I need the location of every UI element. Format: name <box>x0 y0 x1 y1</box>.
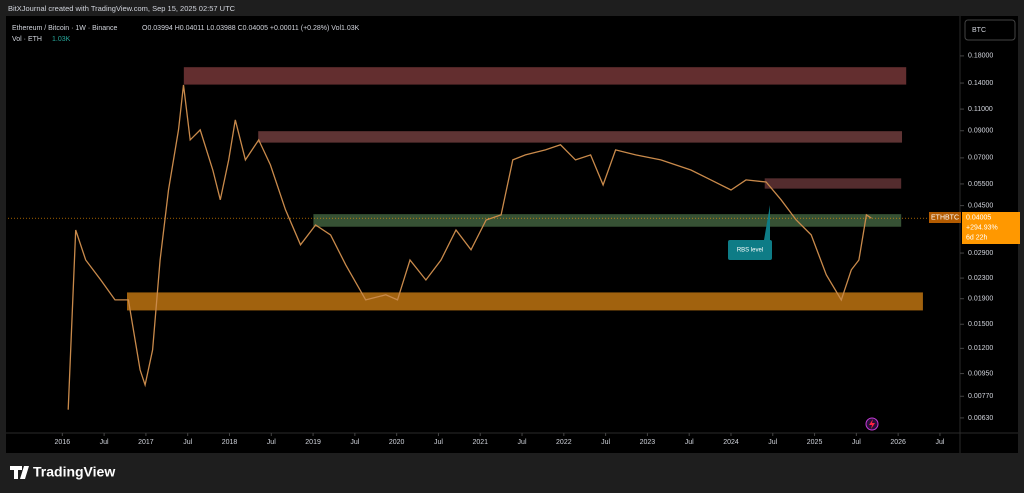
price-line <box>67 84 872 410</box>
y-tick-label: 0.01500 <box>968 321 993 328</box>
currency-button[interactable] <box>964 19 1016 41</box>
x-tick-label: Jul <box>183 439 192 446</box>
annotation-callout <box>728 205 772 260</box>
price-change: +294.93% <box>966 224 998 231</box>
zone <box>183 66 907 86</box>
x-tick-label: Jul <box>852 439 861 446</box>
price: 0.04005 <box>966 214 991 221</box>
y-tick-label: 0.01900 <box>968 296 993 303</box>
x-tick-label: 2018 <box>222 439 238 446</box>
y-tick-label: 0.09000 <box>968 128 993 135</box>
x-tick-label: Jul <box>518 439 527 446</box>
x-tick-label: Jul <box>100 439 109 446</box>
annotation: RBS level <box>737 248 763 254</box>
price-symbol: ETHBTC <box>931 214 959 221</box>
y-tick-label: 0.01200 <box>968 345 993 352</box>
x-tick-label: Jul <box>935 439 944 446</box>
x-tick-label: 2016 <box>55 439 71 446</box>
y-tick-label: 0.11000 <box>968 106 993 113</box>
x-tick-label: 2023 <box>640 439 656 446</box>
x-tick-label: Jul <box>350 439 359 446</box>
ohlc: O0.03994 H0.04011 L0.03988 C0.04005 +0.0… <box>142 25 360 32</box>
x-tick-label: 2021 <box>472 439 488 446</box>
credit: BitXJournal created with TradingView.com… <box>8 4 236 13</box>
countdown: 6d 22h <box>966 234 988 241</box>
y-tick-label: 0.00950 <box>968 370 993 377</box>
volume-label: Vol · ETH <box>12 36 42 43</box>
x-tick-label: Jul <box>601 439 610 446</box>
x-tick-label: 2020 <box>389 439 405 446</box>
x-tick-label: 2025 <box>807 439 823 446</box>
event-icon-bolt <box>869 419 875 429</box>
x-tick-label: 2024 <box>723 439 739 446</box>
y-tick-label: 0.00770 <box>968 393 993 400</box>
x-tick-label: Jul <box>434 439 443 446</box>
y-tick-label: 0.07000 <box>968 155 993 162</box>
price-box <box>962 212 1020 244</box>
plot <box>8 66 960 410</box>
y-tick-label: 0.00630 <box>968 415 993 422</box>
brand: TradingView <box>33 464 115 480</box>
volume-value: 1.03K <box>52 36 71 43</box>
y-tick-label: 0.04500 <box>968 202 993 209</box>
zone <box>764 177 902 190</box>
brand-logo <box>10 466 29 479</box>
x-tick-label: 2022 <box>556 439 572 446</box>
zone <box>312 213 902 228</box>
x-tick-label: Jul <box>685 439 694 446</box>
currency-label[interactable]: BTC <box>972 27 986 34</box>
zone <box>126 291 924 312</box>
y-tick-label: 0.05500 <box>968 181 993 188</box>
x-tick-label: 2017 <box>138 439 154 446</box>
y-tick-label: 0.14000 <box>968 80 993 87</box>
y-tick-label: 0.02300 <box>968 275 993 282</box>
x-tick-label: Jul <box>267 439 276 446</box>
x-tick-label: Jul <box>768 439 777 446</box>
y-tick-label: 0.02900 <box>968 250 993 257</box>
plot-background <box>6 16 1018 453</box>
x-tick-label: 2026 <box>890 439 906 446</box>
y-tick-label: 0.18000 <box>968 53 993 60</box>
price-symbol-box <box>929 212 961 223</box>
zone <box>257 130 903 144</box>
symbol: Ethereum / Bitcoin · 1W · Binance <box>12 25 118 32</box>
x-tick-label: 2019 <box>305 439 321 446</box>
